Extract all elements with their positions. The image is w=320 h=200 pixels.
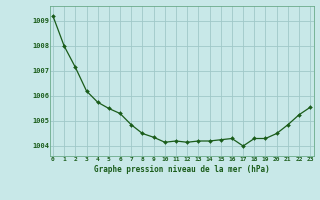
X-axis label: Graphe pression niveau de la mer (hPa): Graphe pression niveau de la mer (hPa) bbox=[94, 165, 269, 174]
